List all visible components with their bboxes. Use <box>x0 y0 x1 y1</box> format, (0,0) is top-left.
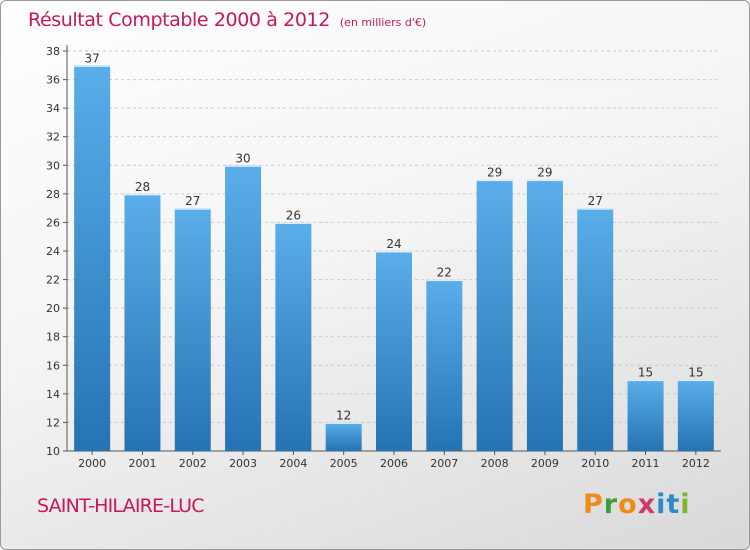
x-tick-label: 2007 <box>430 457 458 470</box>
bar-highlight <box>174 208 211 210</box>
y-tick-label: 16 <box>46 359 60 372</box>
y-tick-label: 26 <box>46 216 60 229</box>
value-label: 15 <box>638 366 653 380</box>
value-label: 27 <box>588 194 603 208</box>
bar-highlight <box>275 222 312 224</box>
logo-letter: o <box>618 489 638 520</box>
bar-2006 <box>376 251 412 451</box>
x-tick-label: 2010 <box>581 457 609 470</box>
x-tick-label: 2011 <box>632 457 660 470</box>
bar-highlight <box>74 65 111 67</box>
bar-2000 <box>74 65 111 452</box>
x-tick-label: 2012 <box>682 457 710 470</box>
bar-2007 <box>426 279 463 451</box>
y-tick-label: 10 <box>46 445 60 458</box>
x-tick-label: 2006 <box>380 457 408 470</box>
bar-highlight <box>677 379 714 382</box>
y-tick-label: 14 <box>46 388 60 401</box>
logo-letter: r <box>603 489 619 520</box>
x-tick-label: 2004 <box>279 457 307 470</box>
x-tick-label: 2003 <box>229 457 257 470</box>
x-tick-label: 2002 <box>179 457 207 470</box>
bar-highlight <box>476 179 513 182</box>
bar-highlight <box>376 251 412 253</box>
bar-2004 <box>275 222 312 451</box>
proxiti-logo: Proxiti <box>583 489 691 520</box>
bar-highlight <box>577 208 614 210</box>
bar-2008 <box>476 179 513 452</box>
logo-letter: t <box>666 489 681 520</box>
y-tick-label: 30 <box>46 159 60 172</box>
bars <box>74 65 714 452</box>
value-label: 29 <box>487 166 502 180</box>
bar-highlight <box>225 165 262 167</box>
x-tick-label: 2008 <box>481 457 509 470</box>
chart-title-text: Résultat Comptable 2000 à 2012 <box>28 9 330 31</box>
value-label: 22 <box>437 266 452 280</box>
value-label: 29 <box>537 166 552 180</box>
logo-letter: P <box>583 489 604 520</box>
y-tick-label: 28 <box>46 188 60 201</box>
y-tick-label: 20 <box>46 302 60 315</box>
y-tick-label: 24 <box>46 245 60 258</box>
bar-highlight <box>426 279 463 282</box>
logo-letter: i <box>656 489 667 520</box>
bar-highlight <box>627 379 664 382</box>
y-tick-label: 38 <box>46 45 60 58</box>
y-tick-label: 22 <box>46 274 60 287</box>
logo-letter: i <box>680 489 691 520</box>
x-tick-label: 2000 <box>78 457 106 470</box>
bar-2002 <box>174 208 211 451</box>
value-label: 37 <box>85 51 100 65</box>
x-tick-label: 2001 <box>128 457 156 470</box>
bar-2011 <box>627 379 664 451</box>
value-labels: 37 28 27 30 26 12 24 22 29 29 27 15 15 <box>85 51 704 422</box>
y-tick-label: 18 <box>46 331 60 344</box>
bar-highlight <box>526 179 563 182</box>
chart-subtitle: (en milliers d'€) <box>339 16 427 29</box>
y-tick-label: 34 <box>46 102 60 115</box>
logo-letter: x <box>637 489 657 520</box>
x-tick-label: 2005 <box>330 457 358 470</box>
chart-title: Résultat Comptable 2000 à 2012 (en millie… <box>28 9 426 31</box>
bar-2012 <box>677 379 714 451</box>
value-label: 24 <box>386 237 401 251</box>
y-tick-label: 32 <box>46 131 60 144</box>
bar-highlight <box>325 422 362 424</box>
tick-labels: 10 12 14 16 18 20 22 24 26 28 30 32 34 36 38 2000 2001 20… <box>46 45 710 470</box>
x-tick-label: 2009 <box>531 457 559 470</box>
y-tick-label: 12 <box>46 416 60 429</box>
value-label: 30 <box>235 151 250 165</box>
bar-2003 <box>225 165 262 452</box>
value-label: 27 <box>185 194 200 208</box>
value-label: 26 <box>286 208 301 222</box>
bar-2010 <box>577 208 614 451</box>
bar-2001 <box>124 193 161 451</box>
bar-2009 <box>526 179 563 452</box>
town-name: SAINT-HILAIRE-LUC <box>37 495 205 517</box>
value-label: 15 <box>688 366 703 380</box>
bar-highlight <box>124 193 161 196</box>
value-label: 28 <box>135 180 150 194</box>
y-tick-label: 36 <box>46 74 60 87</box>
bar-2005 <box>325 422 362 451</box>
value-label: 12 <box>336 408 351 422</box>
